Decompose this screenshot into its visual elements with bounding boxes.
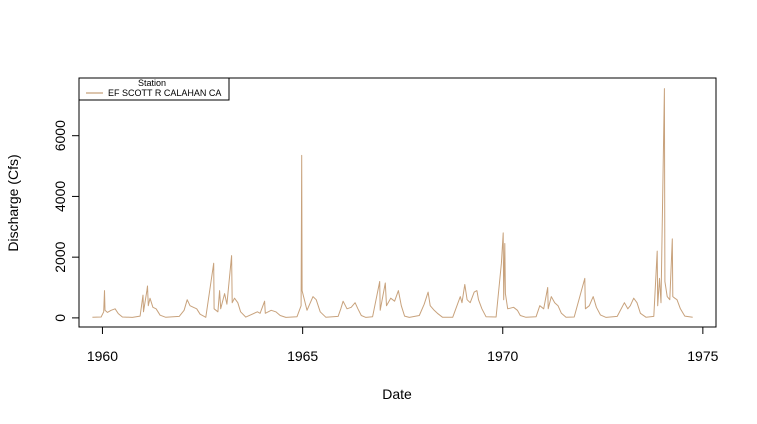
x-axis: 1960 1965 1970 1975 — [87, 326, 719, 364]
x-tick-label: 1960 — [87, 348, 118, 364]
y-tick-label: 0 — [52, 314, 68, 322]
series-line-0 — [92, 88, 693, 318]
legend-box — [78, 77, 230, 101]
y-tick-label: 4000 — [52, 181, 68, 212]
y-axis-label: Discharge (Cfs) — [5, 154, 21, 251]
legend-entry-label: EF SCOTT R CALAHAN CA — [108, 88, 221, 98]
x-tick-label: 1975 — [687, 348, 718, 364]
x-tick-label: 1965 — [287, 348, 318, 364]
legend: Station EF SCOTT R CALAHAN CA — [78, 77, 230, 101]
series-layer — [92, 88, 693, 318]
y-tick-label: 2000 — [52, 241, 68, 272]
y-tick-label: 6000 — [52, 120, 68, 151]
x-tick-label: 1970 — [487, 348, 518, 364]
x-axis-label: Date — [382, 386, 412, 402]
legend-title: Station — [138, 78, 166, 88]
y-axis: 0 2000 4000 6000 — [52, 120, 80, 322]
